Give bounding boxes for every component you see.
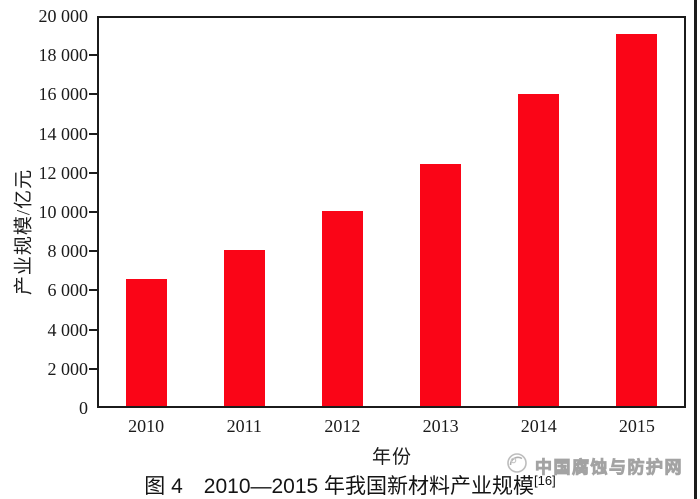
x-tick-label: 2010 [128, 416, 165, 436]
x-axis-title: 年份 [371, 447, 413, 468]
y-tick-mark [89, 93, 97, 96]
plot-frame [97, 16, 686, 408]
y-tick-mark [89, 328, 97, 331]
y-tick-label: 0 [79, 398, 88, 418]
y-tick-mark [89, 211, 97, 213]
bar-2010 [125, 279, 167, 406]
y-tick-label: 16 000 [38, 84, 89, 105]
bar-2013 [420, 164, 462, 406]
y-tick-label: 8 000 [47, 241, 89, 262]
y-tick-mark [89, 54, 97, 57]
y-tick-mark [89, 367, 97, 370]
y-tick-mark [89, 289, 97, 292]
y-tick-label: 4 000 [47, 319, 89, 340]
figure-caption: 图 4 2010—2015 年我国新材料产业规模[16] [0, 470, 700, 499]
bar-2015 [616, 34, 658, 406]
bar-2011 [223, 250, 265, 406]
bar-2012 [321, 211, 363, 406]
y-tick-label: 6 000 [47, 280, 89, 301]
y-tick-mark [89, 250, 97, 253]
bar-2014 [518, 94, 560, 406]
y-tick-label: 20 000 [38, 6, 89, 26]
y-tick-label: 14 000 [38, 123, 89, 144]
y-tick-mark [89, 132, 97, 135]
y-tick-label: 18 000 [38, 45, 89, 66]
y-tick-mark [89, 171, 97, 174]
y-tick-label: 10 000 [38, 202, 89, 222]
x-tick-label: 2011 [226, 416, 262, 436]
y-tick-label: 2 000 [47, 358, 89, 379]
y-axis-title: 产业规模/亿元 [13, 168, 35, 296]
x-tick-label: 2012 [324, 416, 361, 436]
figure-caption-reference: [16] [534, 473, 556, 488]
page-edge-strip [694, 0, 697, 499]
figure-caption-text: 图 4 2010—2015 年我国新材料产业规模 [144, 475, 535, 498]
x-tick-label: 2015 [618, 416, 655, 436]
y-tick-label: 12 000 [38, 162, 89, 183]
x-tick-label: 2014 [520, 416, 557, 436]
x-tick-label: 2013 [422, 416, 459, 436]
